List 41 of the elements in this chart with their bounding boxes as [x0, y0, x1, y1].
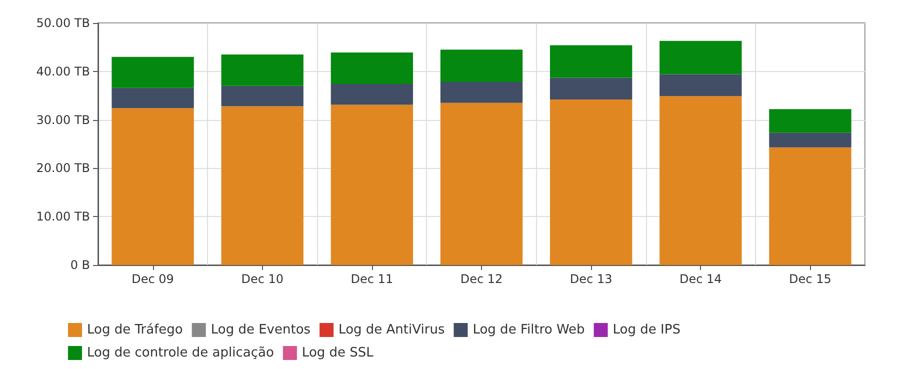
- y-tick-label: 40.00 TB: [36, 64, 90, 78]
- x-tick-label: Dec 10: [241, 272, 284, 286]
- bar: [330, 104, 414, 265]
- bar: [550, 99, 632, 265]
- bar: [440, 50, 523, 82]
- bar: [221, 86, 304, 106]
- legend-label: Log de Filtro Web: [472, 322, 585, 338]
- bar: [660, 74, 742, 96]
- x-tick-label: Dec 09: [132, 272, 174, 286]
- bar: [330, 84, 414, 105]
- bar: [330, 52, 414, 84]
- bar: [660, 96, 742, 265]
- bar: [769, 109, 852, 133]
- y-tick-label: 30.00 TB: [36, 112, 90, 127]
- y-tick-label: 10.00 TB: [36, 210, 90, 224]
- bar: [440, 82, 523, 103]
- x-tick-label: Dec 14: [679, 272, 722, 286]
- legend-label: Log de Eventos: [210, 322, 311, 338]
- bar: [112, 88, 194, 108]
- bar: [769, 132, 852, 148]
- x-tick-label: Dec 13: [570, 272, 612, 286]
- bar: [550, 45, 632, 78]
- bar: [112, 108, 194, 265]
- legend-label: Log de IPS: [612, 322, 680, 338]
- bar: [660, 40, 742, 74]
- x-tick-label: Dec 11: [350, 272, 394, 286]
- bar: [769, 147, 852, 265]
- legend-label: Log de AntiVirus: [338, 322, 445, 338]
- x-tick-label: Dec 15: [789, 272, 832, 286]
- y-tick-label: 20.00 TB: [36, 161, 90, 176]
- x-tick-label: Dec 12: [460, 272, 503, 286]
- bar: [440, 102, 523, 265]
- legend-label: Log de SSL: [302, 346, 374, 360]
- y-tick-label: 0 B: [70, 258, 90, 272]
- legend-label: Log de controle de aplicação: [87, 346, 274, 360]
- legend-label: Log de Tráfego: [87, 322, 183, 338]
- bar: [221, 54, 304, 86]
- bar: [221, 106, 304, 265]
- y-tick-label: 50.00 TB: [36, 16, 90, 30]
- bar: [112, 56, 194, 88]
- bar: [550, 78, 632, 100]
